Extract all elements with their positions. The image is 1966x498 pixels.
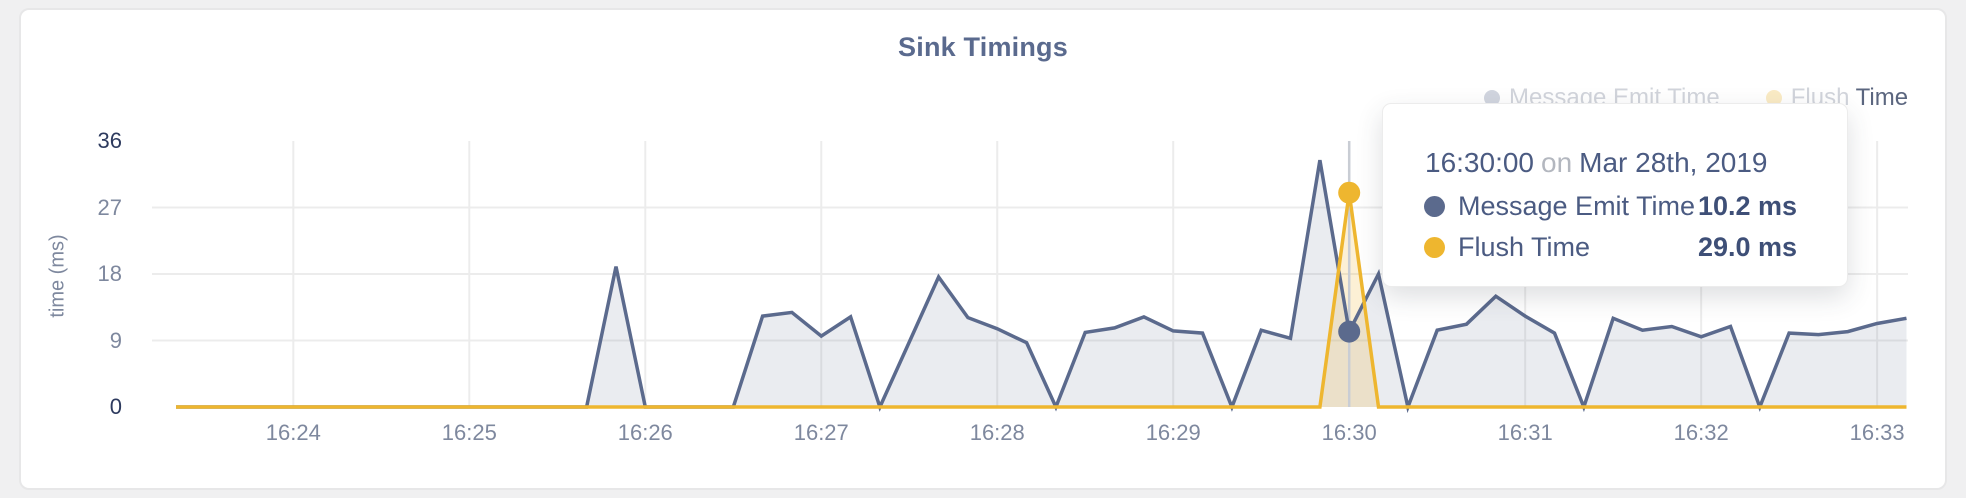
y-tick-label: 0 <box>109 394 122 419</box>
series-dot-icon <box>1424 195 1445 217</box>
x-tick-label: 16:32 <box>1673 420 1729 445</box>
x-tick-label: 16:25 <box>441 420 497 445</box>
tooltip-row-message-emit-time: Message Emit Time 10.2 ms <box>1424 188 1819 224</box>
tooltip-date: Mar 28th, 2019 <box>1579 147 1768 178</box>
tooltip-series-label: Flush Time <box>1458 231 1591 262</box>
x-tick-label: 16:29 <box>1145 420 1201 445</box>
highlight-dot[interactable] <box>1338 181 1361 204</box>
y-tick-label: 36 <box>97 128 122 153</box>
tooltip-row-flush-time: Flush Time 29.0 ms <box>1424 229 1819 265</box>
series-area <box>176 160 1907 407</box>
tooltip-series-value: 10.2 ms <box>1698 190 1798 221</box>
x-tick-label: 16:24 <box>265 420 321 445</box>
x-tick-label: 16:33 <box>1849 420 1905 445</box>
y-tick-label: 9 <box>109 327 122 353</box>
x-tick-label: 16:27 <box>793 420 849 445</box>
chart-title: Sink Timings <box>898 32 1068 62</box>
x-tick-label: 16:28 <box>969 420 1025 445</box>
tooltip-connector: on <box>1541 147 1573 178</box>
x-tick-label: 16:31 <box>1497 420 1553 445</box>
y-tick-label: 27 <box>97 194 122 220</box>
tooltip-title: 16:30:00 on Mar 28th, 2019 <box>1425 147 1768 179</box>
x-tick-label: 16:30 <box>1321 420 1377 445</box>
tooltip-time: 16:30:00 <box>1425 147 1534 178</box>
tooltip: 16:30:00 on Mar 28th, 2019 Message Emit Ti… <box>1382 103 1848 287</box>
x-tick-label: 16:26 <box>617 420 673 445</box>
tooltip-series-label: Message Emit Time <box>1458 190 1696 221</box>
y-tick-label: 18 <box>97 261 122 286</box>
highlight-dot[interactable] <box>1338 320 1361 343</box>
series-dot-icon <box>1424 236 1445 258</box>
series-line <box>176 192 1907 409</box>
tooltip-series-value: 29.0 ms <box>1698 231 1798 262</box>
